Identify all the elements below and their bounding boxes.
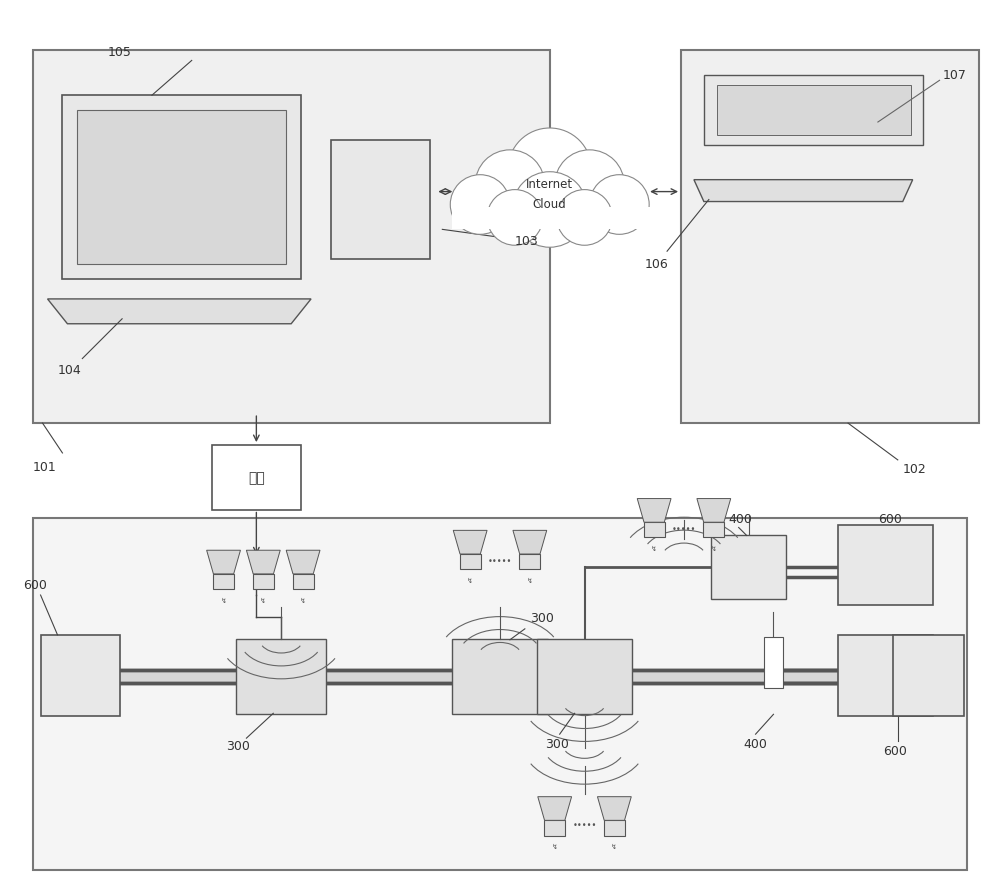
Bar: [452, 208, 651, 229]
Bar: [838, 526, 933, 605]
Circle shape: [508, 128, 591, 211]
Bar: [764, 637, 783, 688]
Text: •••••: •••••: [572, 821, 597, 830]
Circle shape: [590, 175, 649, 234]
Polygon shape: [453, 530, 487, 554]
Bar: [41, 635, 120, 717]
Circle shape: [487, 190, 543, 245]
Text: •••••: •••••: [672, 525, 696, 534]
Bar: [62, 95, 301, 279]
Text: 107: 107: [943, 69, 966, 82]
Bar: [33, 518, 967, 870]
Bar: [33, 51, 550, 423]
Polygon shape: [48, 299, 311, 324]
Bar: [452, 638, 548, 714]
Polygon shape: [538, 797, 572, 821]
Bar: [253, 574, 274, 589]
Text: 105: 105: [107, 46, 131, 59]
Text: 103: 103: [515, 234, 539, 248]
Text: 600: 600: [878, 513, 902, 526]
Bar: [77, 110, 286, 264]
Bar: [212, 446, 301, 510]
Text: •••••: •••••: [488, 557, 512, 566]
Circle shape: [557, 190, 612, 245]
Text: 101: 101: [33, 462, 56, 474]
Polygon shape: [697, 498, 731, 522]
Text: 400: 400: [744, 738, 768, 750]
Polygon shape: [513, 530, 547, 554]
Bar: [838, 635, 933, 717]
Bar: [681, 51, 979, 423]
Text: ↯: ↯: [611, 844, 617, 850]
Circle shape: [512, 171, 588, 247]
Text: 600: 600: [23, 579, 47, 591]
Text: 102: 102: [903, 464, 927, 476]
Bar: [331, 140, 430, 259]
Text: 300: 300: [530, 613, 554, 625]
Text: ↯: ↯: [527, 578, 533, 583]
Bar: [236, 638, 326, 714]
Text: ↯: ↯: [300, 598, 306, 604]
Bar: [544, 821, 565, 836]
Bar: [87, 670, 948, 684]
Text: 600: 600: [883, 744, 907, 757]
Polygon shape: [286, 551, 320, 574]
Polygon shape: [637, 498, 671, 522]
Text: Internet: Internet: [526, 178, 573, 191]
Polygon shape: [207, 551, 240, 574]
Bar: [717, 85, 911, 135]
Bar: [644, 522, 665, 537]
Text: ↯: ↯: [221, 598, 227, 604]
Polygon shape: [694, 179, 913, 202]
Bar: [893, 635, 964, 717]
Text: ↯: ↯: [651, 546, 657, 551]
Text: Cloud: Cloud: [533, 198, 567, 211]
Bar: [704, 75, 923, 145]
Polygon shape: [597, 797, 631, 821]
Bar: [460, 554, 481, 569]
Text: ↯: ↯: [711, 546, 717, 551]
Text: ↯: ↯: [552, 844, 558, 850]
Bar: [604, 821, 625, 836]
Bar: [711, 535, 786, 599]
Text: 通信: 通信: [248, 471, 265, 485]
Text: ↯: ↯: [467, 578, 473, 583]
Text: 104: 104: [57, 364, 81, 377]
Bar: [703, 522, 724, 537]
Circle shape: [450, 175, 510, 234]
Bar: [293, 574, 314, 589]
Text: 300: 300: [545, 738, 569, 750]
Circle shape: [555, 150, 624, 219]
Polygon shape: [246, 551, 280, 574]
Bar: [537, 638, 632, 714]
Bar: [213, 574, 234, 589]
Bar: [519, 554, 540, 569]
Text: 400: 400: [729, 513, 753, 526]
Text: 106: 106: [644, 258, 668, 271]
Text: ↯: ↯: [260, 598, 266, 604]
Circle shape: [475, 150, 545, 219]
Text: 300: 300: [227, 740, 250, 753]
